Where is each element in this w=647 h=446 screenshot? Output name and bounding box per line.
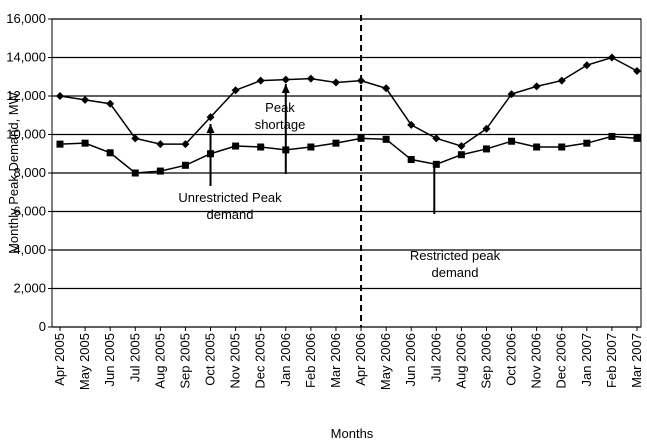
diamond-marker bbox=[582, 61, 591, 70]
square-marker bbox=[156, 167, 164, 175]
x-tick-label: Feb 2007 bbox=[604, 333, 619, 388]
y-axis-title: Monthly Peak Demand, MW bbox=[6, 91, 21, 254]
diamond-marker bbox=[507, 90, 516, 99]
arrow-head bbox=[206, 124, 215, 133]
diamond-marker bbox=[407, 120, 416, 129]
x-tick-label: Dec 2005 bbox=[253, 333, 268, 389]
diamond-marker bbox=[256, 76, 265, 85]
square-marker bbox=[106, 149, 114, 157]
square-marker bbox=[257, 143, 265, 151]
annotation: demand bbox=[207, 207, 254, 222]
square-marker bbox=[633, 134, 641, 142]
x-tick-label: Sep 2006 bbox=[478, 333, 493, 389]
square-marker bbox=[432, 160, 440, 168]
diamond-marker bbox=[131, 134, 140, 143]
annotation: Peak bbox=[265, 100, 295, 115]
square-marker bbox=[232, 142, 240, 150]
x-tick-label: Jun 2006 bbox=[403, 333, 418, 387]
diamond-marker bbox=[432, 134, 441, 143]
x-tick-label: Nov 2006 bbox=[529, 333, 544, 389]
y-tick-label: 0 bbox=[39, 319, 46, 334]
y-tick-label: 12,000 bbox=[6, 88, 46, 103]
x-tick-label: May 2006 bbox=[378, 333, 393, 390]
y-tick-label: 10,000 bbox=[6, 127, 46, 142]
square-marker bbox=[307, 143, 315, 151]
x-tick-label: Jan 2007 bbox=[579, 333, 594, 387]
y-tick-label: 4,000 bbox=[13, 242, 46, 257]
x-tick-label: Feb 2006 bbox=[303, 333, 318, 388]
diamond-marker bbox=[607, 53, 616, 62]
y-tick-label: 2,000 bbox=[13, 281, 46, 296]
x-tick-label: Mar 2007 bbox=[629, 333, 644, 388]
x-tick-label: Jul 2005 bbox=[127, 333, 142, 382]
x-tick-label: Mar 2006 bbox=[328, 333, 343, 388]
square-marker bbox=[131, 169, 139, 177]
x-tick-label: Oct 2005 bbox=[203, 333, 218, 386]
x-tick-label: Jul 2006 bbox=[428, 333, 443, 382]
x-axis-title: Months bbox=[331, 426, 374, 441]
square-marker bbox=[608, 132, 616, 140]
y-tick-label: 8,000 bbox=[13, 165, 46, 180]
x-tick-label: Nov 2005 bbox=[228, 333, 243, 389]
square-marker bbox=[533, 143, 541, 151]
diamond-marker bbox=[482, 124, 491, 133]
square-marker bbox=[56, 140, 64, 148]
square-marker bbox=[558, 143, 566, 151]
diamond-marker bbox=[633, 66, 641, 75]
diamond-marker bbox=[457, 142, 466, 151]
square-marker bbox=[181, 161, 189, 169]
diamond-marker bbox=[331, 78, 340, 87]
x-tick-label: Jun 2005 bbox=[102, 333, 117, 387]
diamond-marker bbox=[306, 74, 315, 83]
annotation: shortage bbox=[255, 117, 306, 132]
square-marker bbox=[457, 151, 465, 159]
x-tick-label: Jan 2006 bbox=[278, 333, 293, 387]
square-marker bbox=[583, 139, 591, 147]
diamond-marker bbox=[382, 84, 391, 93]
square-marker bbox=[357, 134, 365, 142]
series-line bbox=[59, 135, 638, 174]
diamond-marker bbox=[81, 95, 90, 104]
diamond-marker bbox=[56, 92, 64, 100]
square-marker bbox=[382, 135, 390, 143]
square-marker bbox=[482, 145, 490, 153]
diamond-marker bbox=[231, 86, 240, 95]
x-tick-label: Apr 2005 bbox=[52, 333, 67, 386]
y-tick-label: 16,000 bbox=[6, 11, 46, 26]
diamond-marker bbox=[106, 99, 115, 108]
x-tick-label: Dec 2006 bbox=[554, 333, 569, 389]
x-tick-label: Apr 2006 bbox=[353, 333, 368, 386]
y-tick-label: 6,000 bbox=[13, 204, 46, 219]
plot-frame bbox=[51, 18, 642, 328]
square-marker bbox=[332, 139, 340, 147]
diamond-marker bbox=[357, 76, 366, 85]
diamond-marker bbox=[557, 76, 566, 85]
x-tick-label: May 2005 bbox=[77, 333, 92, 390]
x-tick-label: Aug 2006 bbox=[453, 333, 468, 389]
x-tick-label: Sep 2005 bbox=[177, 333, 192, 389]
x-tick-label: Oct 2006 bbox=[504, 333, 519, 386]
diamond-marker bbox=[532, 82, 541, 91]
diamond-marker bbox=[156, 140, 165, 149]
x-tick-label: Aug 2005 bbox=[152, 333, 167, 389]
diamond-marker bbox=[281, 75, 290, 84]
annotation: demand bbox=[432, 265, 479, 280]
square-marker bbox=[407, 156, 415, 164]
y-tick-label: 14,000 bbox=[6, 50, 46, 65]
square-marker bbox=[508, 137, 516, 145]
annotation: Unrestricted Peak bbox=[178, 190, 282, 205]
series-line bbox=[59, 56, 638, 147]
square-marker bbox=[81, 139, 89, 147]
arrow-head bbox=[281, 84, 290, 93]
diamond-marker bbox=[206, 113, 215, 122]
diamond-marker bbox=[181, 140, 190, 149]
annotation: Restricted peak bbox=[410, 248, 501, 263]
